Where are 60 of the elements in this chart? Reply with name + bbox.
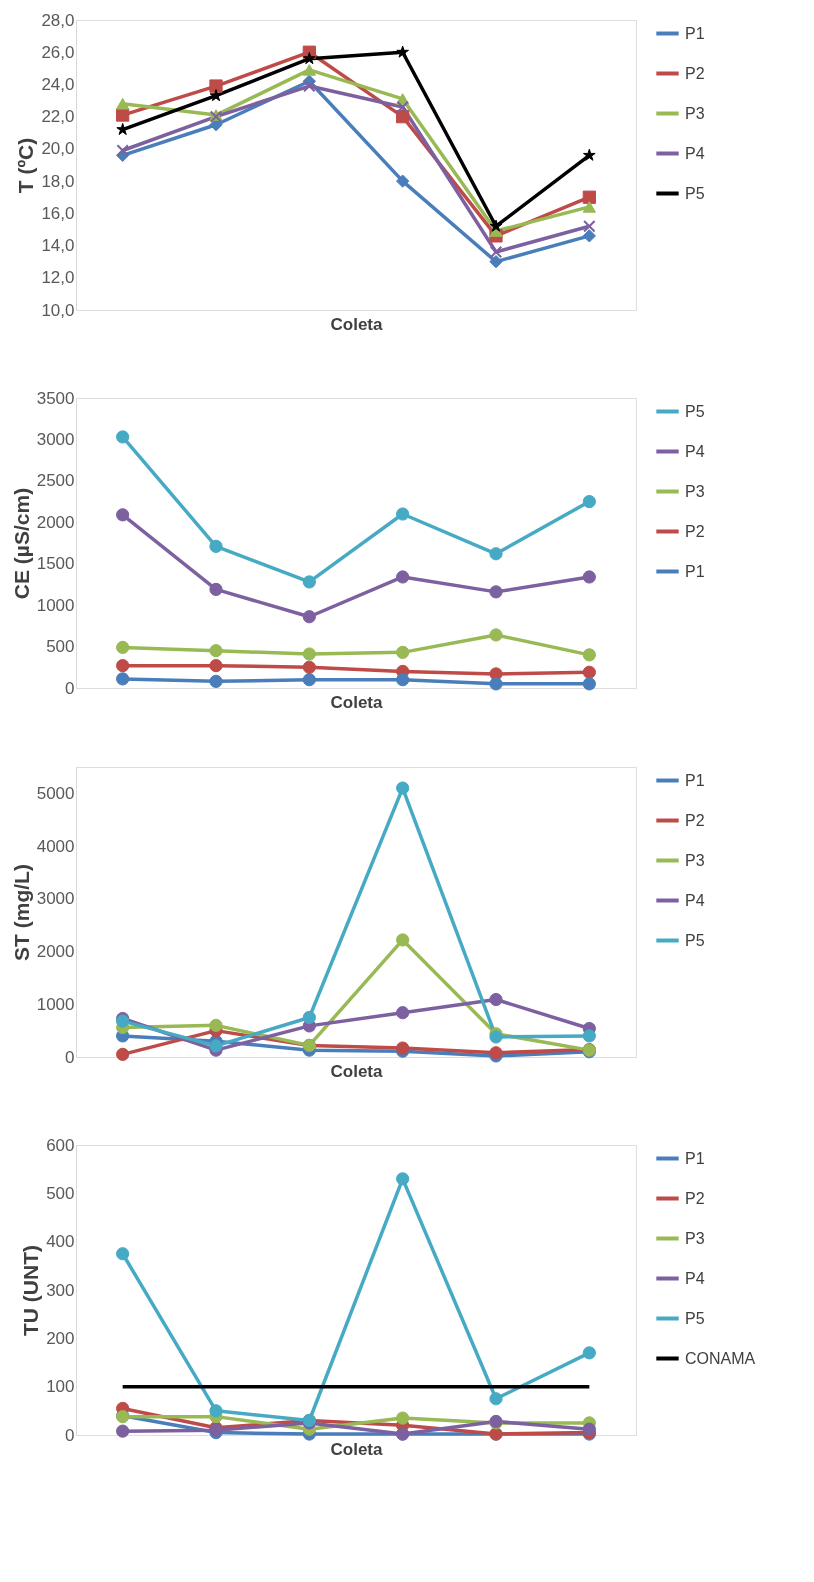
y-tick-label: 100 [46,1377,75,1397]
y-tick-label: 5000 [36,783,75,803]
y-tick-label: 2000 [36,942,75,962]
x-axis-title: Coleta [330,1061,384,1081]
legend-label: P2 [685,811,705,829]
y-tick-label: 12,0 [41,268,75,288]
x-axis-title: Coleta [330,1439,384,1459]
y-tick-label: 0 [65,1425,75,1445]
legend-label: P4 [685,891,705,909]
legend-label: P1 [685,771,705,789]
y-axis-title: T (ºC) [14,137,38,194]
y-tick-label: 1500 [36,554,75,574]
legend-label: P5 [685,1309,705,1327]
y-tick-label: 14,0 [41,236,75,256]
y-tick-label: 3000 [36,889,75,909]
legend-label: P2 [685,1189,705,1207]
y-tick-label: 24,0 [41,74,75,94]
legend-label: P4 [685,144,705,162]
y-tick-label: 500 [46,637,75,657]
y-tick-label: 1000 [36,994,75,1014]
legend-label: P1 [685,562,705,580]
y-tick-label: 300 [46,1280,75,1300]
legend-label: P4 [685,1269,705,1287]
y-axis-title: CE (µS/cm) [9,487,33,600]
x-axis-title: Coleta [330,692,384,712]
y-tick-label: 2500 [36,471,75,491]
legend-label: P1 [685,1149,705,1167]
y-tick-label: 200 [46,1328,75,1348]
y-tick-label: 4000 [36,836,75,856]
legend-label: P3 [685,104,705,122]
legend-label: P5 [685,184,705,202]
legend-label: P2 [685,522,705,540]
y-axis-title: ST (mg/L) [9,864,33,961]
y-tick-label: 22,0 [41,107,75,127]
y-tick-label: 400 [46,1232,75,1252]
legend-label: P3 [685,851,705,869]
y-tick-label: 20,0 [41,139,75,159]
legend-label: P5 [685,402,705,420]
legend-label: P5 [685,931,705,949]
y-tick-label: 3500 [36,388,75,408]
legend-label: P2 [685,64,705,82]
y-tick-label: 28,0 [41,10,75,30]
y-tick-label: 0 [65,1047,75,1067]
y-tick-label: 10,0 [41,300,75,320]
y-axis-title: TU (UNT) [19,1245,43,1336]
y-tick-label: 18,0 [41,171,75,191]
y-tick-label: 3000 [36,429,75,449]
y-tick-label: 2000 [36,512,75,532]
legend-label: P4 [685,442,705,460]
legend-label: P1 [685,24,705,42]
legend-label: P3 [685,482,705,500]
x-axis-title: Coleta [330,314,384,334]
legend-label: P3 [685,1229,705,1247]
y-tick-label: 600 [46,1135,75,1155]
y-tick-label: 0 [65,678,75,698]
y-tick-label: 500 [46,1183,75,1203]
y-tick-label: 26,0 [41,42,75,62]
y-tick-label: 16,0 [41,203,75,223]
legend-label: CONAMA [685,1349,756,1367]
y-tick-label: 1000 [36,595,75,615]
